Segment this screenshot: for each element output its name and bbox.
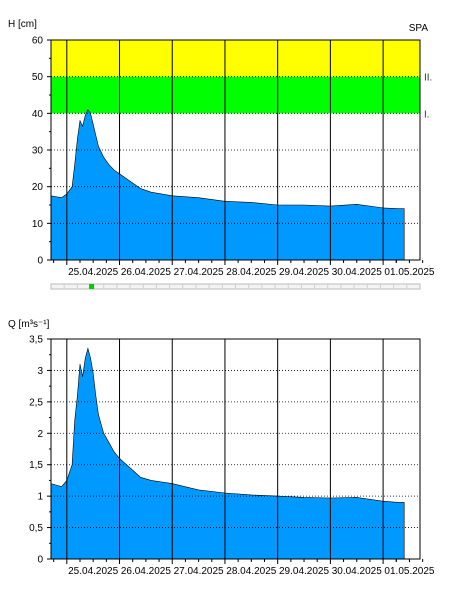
y-axis-label: H [cm]: [8, 19, 37, 30]
y-tick-label: 50: [32, 72, 44, 83]
x-tick-label: 26.04.2025: [121, 267, 171, 278]
y-tick-label: 3,5: [29, 335, 43, 346]
y-tick-label: 40: [32, 109, 44, 120]
x-tick-label: 28.04.2025: [226, 566, 276, 577]
timeline-marker: [89, 284, 95, 289]
station-label: SPA: [409, 23, 429, 34]
y-tick-label: 10: [32, 219, 44, 230]
y-tick-label: 0,5: [29, 523, 43, 534]
discharge-chart: 0 0,5 1 1,5 2 2,5 3 3,5 25.04.2025 26.04.2025 27.0…: [8, 319, 435, 577]
x-tick-label: 01.05.2025: [384, 267, 434, 278]
y-tick-label: 60: [32, 36, 44, 47]
x-tick-label: 01.05.2025: [384, 566, 434, 577]
x-tick-label: 30.04.2025: [332, 566, 382, 577]
plot-frame: [50, 39, 421, 261]
x-tick-label: 29.04.2025: [279, 267, 329, 278]
y-tick-label: 1,5: [29, 460, 43, 471]
y-tick-label: 2,5: [29, 397, 43, 408]
y-tick-label: 1: [37, 492, 43, 503]
x-tick-label: 25.04.2025: [68, 267, 118, 278]
x-tick-label: 30.04.2025: [332, 267, 382, 278]
threshold-band: [51, 40, 420, 77]
y-tick-label: 3: [37, 366, 43, 377]
series-area: [50, 109, 405, 261]
y-tick-label: 0: [37, 256, 43, 267]
threshold-label: II.: [424, 73, 432, 84]
threshold-band: [51, 76, 420, 114]
plot-frame: [50, 338, 421, 560]
x-tick-label: 26.04.2025: [121, 566, 171, 577]
timeline-scrollbar[interactable]: [50, 283, 421, 290]
y-tick-label: 0: [37, 555, 43, 566]
y-axis-label: Q [m³s⁻¹]: [8, 319, 50, 330]
threshold-label: I.: [424, 109, 430, 120]
y-tick-label: 20: [32, 182, 44, 193]
y-tick-label: 2: [37, 429, 43, 440]
x-tick-label: 29.04.2025: [279, 566, 329, 577]
y-tick-label: 30: [32, 146, 44, 157]
water-level-chart: I. II. 0 10 20 30 40 50 60 25.04.2025 26.04.2025 27…: [8, 19, 435, 278]
x-tick-label: 27.04.2025: [174, 566, 224, 577]
x-tick-label: 28.04.2025: [226, 267, 276, 278]
x-tick-label: 27.04.2025: [174, 267, 224, 278]
x-tick-label: 25.04.2025: [68, 566, 118, 577]
series-area: [50, 347, 405, 560]
